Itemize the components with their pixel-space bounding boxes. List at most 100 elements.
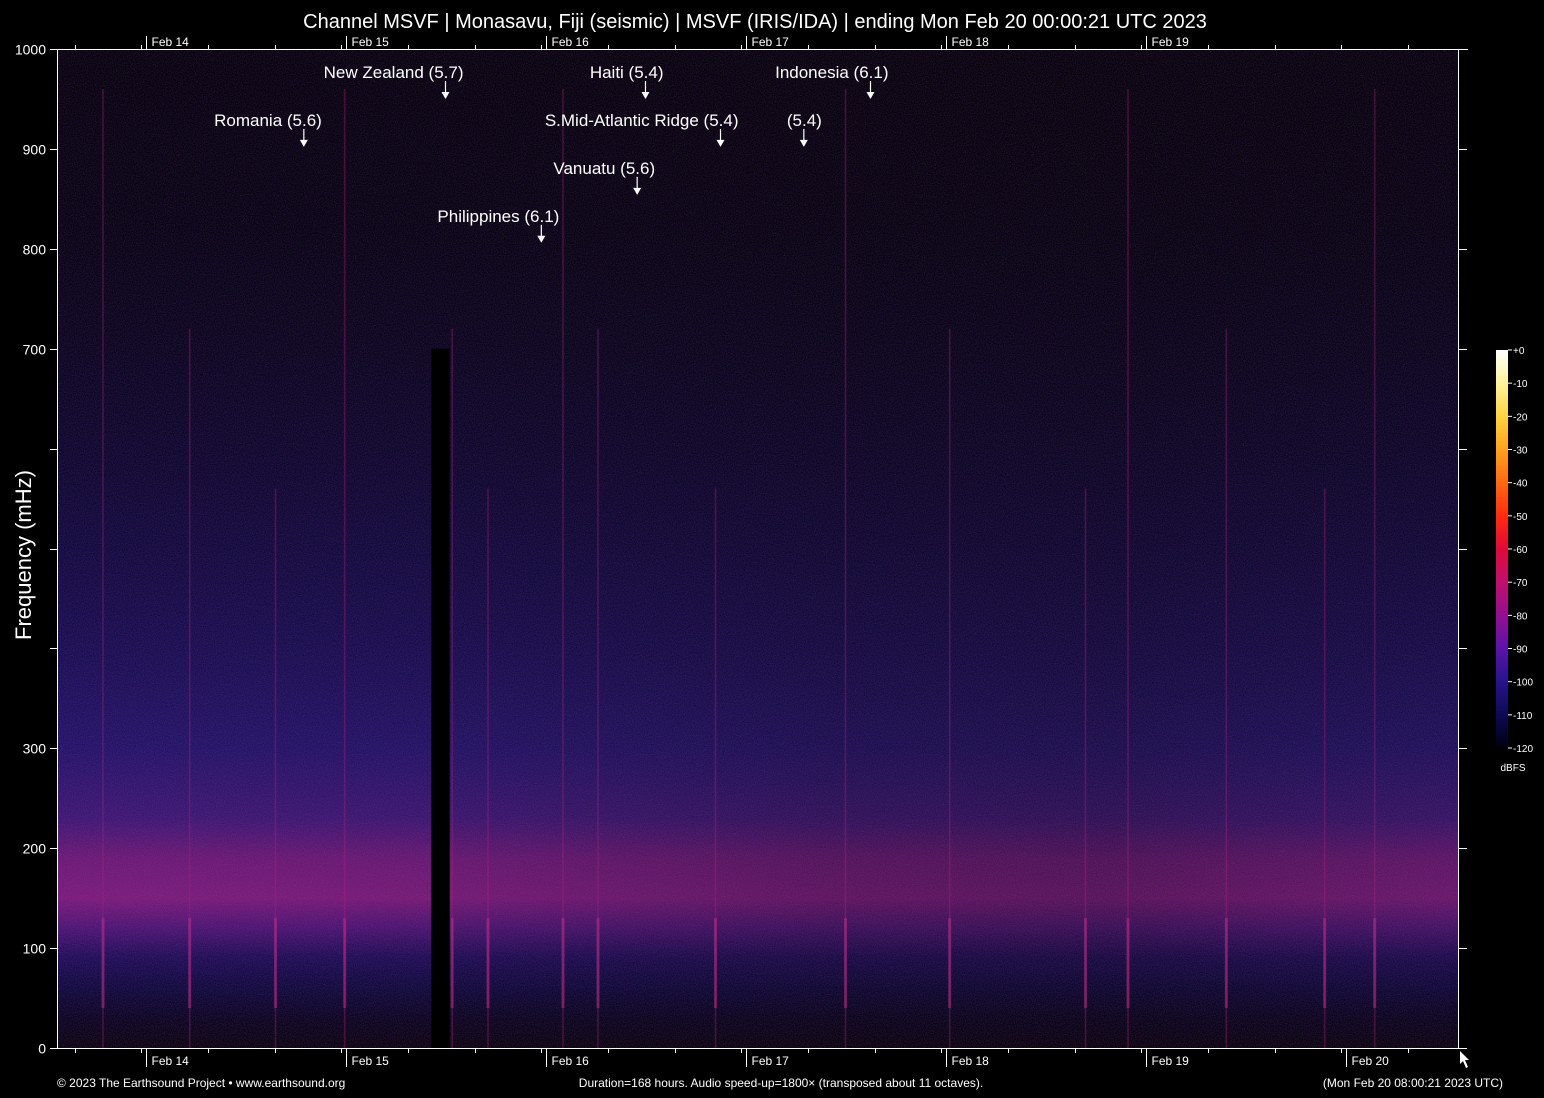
event-streak [487, 488, 489, 1048]
event-streak [948, 328, 951, 1049]
event-arrow-icon [866, 91, 875, 99]
colorbar-tick-label: -40 [1513, 479, 1528, 490]
colorbar-tick-label: -70 [1513, 578, 1528, 589]
event-streak-low [274, 918, 277, 1009]
footer-duration: Duration=168 hours. Audio speed-up=1800×… [579, 1076, 983, 1090]
event-streak-low [1126, 918, 1130, 1009]
x-tick-label-top: Feb 17 [752, 35, 790, 49]
colorbar-tick-label: -90 [1513, 645, 1528, 656]
event-streak-low [948, 918, 952, 1009]
y-tick-label: 800 [23, 242, 47, 258]
event-streak-low [1224, 918, 1228, 1009]
event-streaks [101, 88, 1377, 1049]
event-arrow-icon [716, 139, 725, 147]
x-tick-label-top: Feb 14 [152, 35, 190, 49]
x-tick-label-top: Feb 18 [952, 35, 990, 49]
event-streak [844, 88, 847, 1048]
event-streak-low [714, 918, 717, 1009]
event-label: (5.4) [787, 111, 822, 130]
event-streak-low [1084, 918, 1087, 1009]
y-tick-label: 0 [38, 1041, 46, 1057]
colorbar-tick-label: -80 [1513, 611, 1528, 622]
y-tick-label: 200 [23, 841, 47, 857]
y-axis-ticks: 0 100 200 300 700 800 900 1000 [15, 42, 1467, 1057]
event-streak [1084, 488, 1087, 1048]
y-tick-label: 1000 [15, 42, 46, 58]
data-gap [431, 348, 450, 1048]
event-streak [597, 328, 599, 1049]
footer-timestamp: (Mon Feb 20 08:00:21 2023 UTC) [1323, 1076, 1503, 1090]
footer-copyright: © 2023 The Earthsound Project • www.eart… [57, 1076, 345, 1090]
x-tick-label-top: Feb 15 [352, 35, 390, 49]
event-streak-low [450, 918, 454, 1009]
event-label: Vanuatu (5.6) [553, 159, 655, 178]
event-label: S.Mid-Atlantic Ridge (5.4) [545, 111, 739, 130]
colorbar-tick-label: -50 [1513, 512, 1528, 523]
event-streak-low [486, 918, 490, 1009]
colorbar-tick-label: -30 [1513, 446, 1528, 457]
event-streak [451, 328, 453, 1049]
event-streak [714, 488, 717, 1048]
event-streak [1127, 88, 1129, 1048]
x-axis-ticks: Feb 14 Feb 14 Feb 15 Feb 15 Feb 16 Feb 16 Feb … [75, 35, 1409, 1068]
x-tick-label-top: Feb 16 [552, 35, 590, 49]
x-tick-label: Feb 20 [1352, 1054, 1390, 1068]
event-streak [102, 88, 104, 1048]
event-label: Romania (5.6) [214, 111, 322, 130]
event-streak [188, 328, 191, 1049]
event-arrow-icon [537, 235, 546, 243]
event-streak-low [844, 918, 847, 1009]
event-streak [562, 88, 564, 1048]
event-arrow-icon [799, 139, 808, 147]
y-tick-label: 100 [23, 941, 47, 957]
colorbar-unit: dBFS [1500, 763, 1525, 774]
event-arrow-icon [299, 139, 308, 147]
y-tick-label: 700 [23, 342, 47, 358]
event-streak-low [101, 918, 105, 1009]
colorbar-ticks: +0 -10 -20 -30 -40 -50 -60 -70 -80 -90 -100 -110 -12… [1508, 346, 1533, 755]
event-arrow-icon [441, 91, 450, 99]
event-annotations: New Zealand (5.7) Romania (5.6) Haiti (5.4… [214, 63, 889, 243]
colorbar-gradient [1496, 350, 1508, 748]
x-tick-label: Feb 14 [152, 1054, 190, 1068]
cursor-arrow-icon [1460, 1051, 1469, 1068]
event-arrow-icon [641, 91, 650, 99]
event-streak [1323, 488, 1326, 1048]
spectrogram-noise [58, 49, 1458, 1048]
event-streak-low [343, 918, 347, 1009]
event-streak [1225, 328, 1228, 1049]
event-streak-low [1373, 918, 1377, 1009]
colorbar-tick-label: +0 [1513, 346, 1525, 357]
colorbar-tick-label: -110 [1513, 711, 1533, 722]
event-streak [274, 488, 277, 1048]
x-tick-label: Feb 19 [1152, 1054, 1190, 1068]
event-label: Philippines (6.1) [437, 207, 559, 226]
colorbar: +0 -10 -20 -30 -40 -50 -60 -70 -80 -90 -100 -110 -12… [1496, 346, 1533, 774]
data-gaps [431, 348, 450, 1048]
event-streak-low [188, 918, 192, 1009]
event-streak [343, 88, 346, 1048]
x-tick-label: Feb 18 [952, 1054, 990, 1068]
y-tick-label: 300 [23, 741, 47, 757]
colorbar-tick-label: -60 [1513, 545, 1528, 556]
y-axis-label: Frequency (mHz) [11, 470, 36, 640]
colorbar-tick-label: -120 [1513, 744, 1533, 755]
colorbar-tick-label: -10 [1513, 379, 1528, 390]
x-tick-label: Feb 15 [352, 1054, 390, 1068]
spectrogram-plot-area [58, 49, 1458, 1049]
y-tick-label: 900 [23, 142, 47, 158]
event-streak [1373, 88, 1376, 1048]
event-arrow-icon [633, 187, 642, 195]
event-label: Indonesia (6.1) [775, 63, 888, 82]
colorbar-tick-label: -100 [1513, 678, 1533, 689]
event-streak-low [1323, 918, 1327, 1009]
event-streak-low [561, 918, 565, 1009]
event-label: Haiti (5.4) [590, 63, 664, 82]
event-label: New Zealand (5.7) [324, 63, 464, 82]
x-tick-label: Feb 16 [552, 1054, 590, 1068]
chart-title: Channel MSVF | Monasavu, Fiji (seismic) … [303, 11, 1207, 33]
colorbar-tick-label: -20 [1513, 412, 1528, 423]
event-streak-low [596, 918, 600, 1009]
x-tick-label-top: Feb 19 [1152, 35, 1190, 49]
